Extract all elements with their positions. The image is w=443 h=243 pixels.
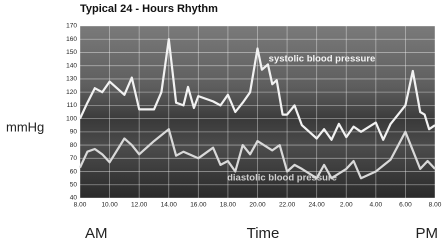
x-tick-label: 2.00 [340,202,353,209]
y-tick-label: 160 [66,36,77,43]
chart: Typical 24 - Hours Rhythm mmHg AM Time P… [0,0,443,243]
y-axis-label: mmHg [6,119,44,134]
x-tick-label: 18.00 [220,202,237,209]
y-tick-label: 50 [70,181,78,188]
annotation: diastolic blood pressure [227,173,337,184]
chart-title: Typical 24 - Hours Rhythm [80,3,218,15]
x-tick-label: 4.00 [370,202,383,209]
y-tick-label: 170 [66,23,77,30]
y-tick-label: 130 [66,76,77,83]
y-tick-label: 60 [70,168,78,175]
x-tick-label: 8.00 [74,202,87,209]
x-axis-label: Time [247,225,280,242]
x-tick-label: 22.00 [279,202,296,209]
x-tick-label: 20.00 [249,202,266,209]
x-tick-label: 10.00 [101,202,118,209]
annotation: systolic blood pressure [269,54,376,65]
am-label: AM [85,225,108,242]
y-tick-label: 90 [70,129,78,136]
y-tick-label: 40 [70,195,78,202]
y-tick-label: 120 [66,89,77,96]
x-tick-label: 16.00 [190,202,207,209]
x-tick-label: 12.00 [131,202,148,209]
y-tick-label: 80 [70,142,78,149]
y-tick-label: 110 [67,102,78,109]
x-tick-label: 8.00 [429,202,442,209]
y-tick-label: 140 [66,62,77,69]
x-tick-label: 6.00 [399,202,412,209]
x-tick-label: 24.00 [309,202,326,209]
y-tick-label: 70 [70,155,78,162]
pm-label: PM [416,225,439,242]
y-tick-label: 150 [66,49,77,56]
x-tick-label: 14.00 [161,202,178,209]
y-tick-label: 100 [66,115,77,122]
